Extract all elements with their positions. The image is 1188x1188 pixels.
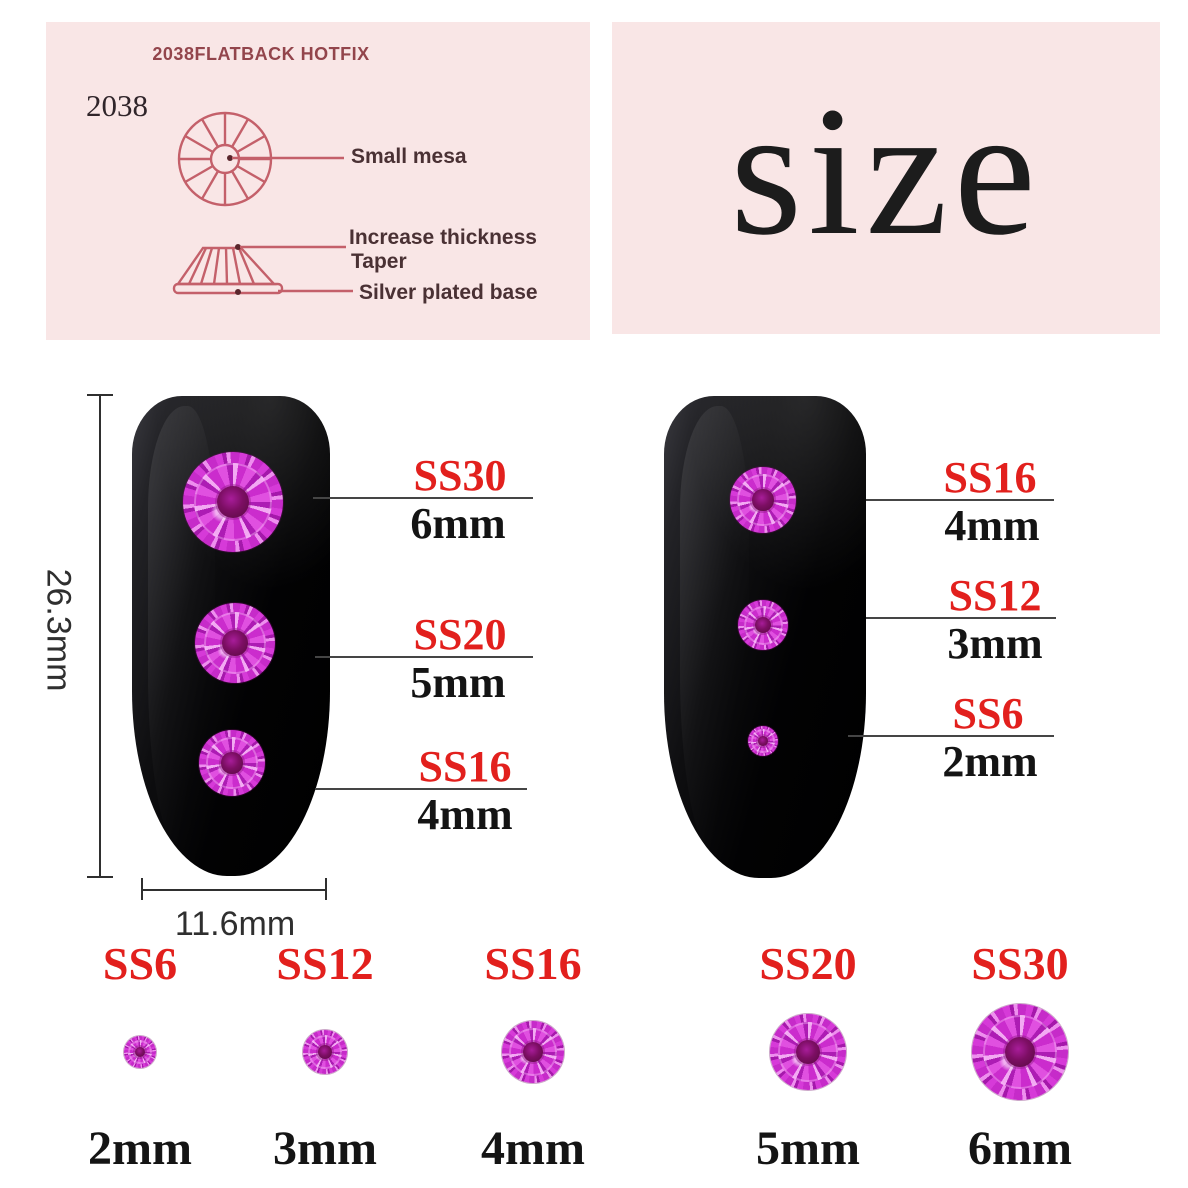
- dimension-cap-top: [87, 394, 113, 396]
- callout-mm-size: 3mm: [947, 619, 1043, 668]
- dimension-line-horizontal: [142, 889, 326, 891]
- callout-ss-code: SS20: [413, 610, 507, 659]
- callout-ss-code: SS30: [413, 451, 507, 500]
- callout-ss-code: SS6: [952, 689, 1024, 738]
- label-silver-plated-base: Silver plated base: [359, 281, 538, 304]
- stone-ss12: [738, 600, 788, 650]
- callout-mm-size: 5mm: [410, 658, 506, 707]
- callout-leader-line: [848, 735, 1054, 737]
- chart-mm-size: 6mm: [968, 1122, 1072, 1175]
- spec-panel-title: 2038FLATBACK HOTFIX: [152, 44, 370, 64]
- chart-ss-code: SS6: [102, 938, 178, 989]
- stone-ss30: [183, 452, 283, 552]
- stone-ss20: [195, 603, 275, 683]
- chart-ss-code: SS16: [484, 938, 582, 989]
- callout-mm-size: 4mm: [417, 790, 513, 839]
- dimension-cap-right: [325, 878, 327, 900]
- stone-ss6: [748, 726, 778, 756]
- callout-mm-size: 2mm: [942, 737, 1038, 786]
- chart-mm-size: 5mm: [756, 1122, 860, 1175]
- stone-ss16-small: [730, 467, 796, 533]
- size-chart-item-ss6: SS6 2mm: [48, 935, 232, 1173]
- rhinestone-diagram: [172, 111, 353, 295]
- callout-ss-code: SS16: [418, 742, 512, 791]
- chart-stone-ss12: [303, 1030, 347, 1074]
- callout-leader-line: [315, 788, 527, 790]
- callout-leader-line: [866, 617, 1056, 619]
- callout-leader-line: [313, 497, 533, 499]
- callout-leader-line: [866, 499, 1054, 501]
- chart-ss-code: SS12: [276, 938, 374, 989]
- size-panel-title: size: [730, 68, 1042, 274]
- model-number: 2038: [86, 88, 148, 123]
- dimension-cap-left: [141, 878, 143, 900]
- spec-panel: 2038FLATBACK HOTFIX 2038 Small mesa Incr…: [46, 22, 590, 340]
- nail-length-value: 26.3mm: [39, 568, 78, 692]
- chart-stone-ss16: [502, 1021, 564, 1083]
- label-taper: Taper: [351, 250, 407, 273]
- callout-leader-line: [315, 656, 533, 658]
- chart-stone-ss20: [770, 1014, 846, 1090]
- callout-mm-size: 6mm: [410, 499, 506, 548]
- chart-mm-size: 4mm: [481, 1122, 585, 1175]
- nail-left: [132, 396, 330, 876]
- nail-right: [664, 396, 866, 878]
- stone-ss16: [199, 730, 265, 796]
- size-chart-item-ss12: SS12 3mm: [233, 935, 417, 1173]
- size-chart-item-ss30: SS30 6mm: [928, 935, 1112, 1173]
- chart-stone-ss30: [972, 1004, 1068, 1100]
- dimension-cap-bottom: [87, 876, 113, 878]
- callout-mm-size: 4mm: [944, 501, 1040, 550]
- label-increase-thickness: Increase thickness: [349, 226, 537, 249]
- callout-ss-code: SS12: [948, 571, 1042, 620]
- nail-width-value: 11.6mm: [174, 905, 296, 943]
- chart-stone-ss6: [124, 1036, 156, 1068]
- chart-ss-code: SS20: [759, 938, 857, 989]
- dimension-line-vertical: [99, 395, 101, 878]
- chart-ss-code: SS30: [971, 938, 1069, 989]
- size-chart-item-ss20: SS20 5mm: [716, 935, 900, 1173]
- size-chart-item-ss16: SS16 4mm: [441, 935, 625, 1173]
- chart-mm-size: 2mm: [88, 1122, 192, 1175]
- callout-ss-code: SS16: [943, 453, 1037, 502]
- size-panel: size: [612, 22, 1160, 334]
- chart-mm-size: 3mm: [273, 1122, 377, 1175]
- label-small-mesa: Small mesa: [351, 145, 467, 168]
